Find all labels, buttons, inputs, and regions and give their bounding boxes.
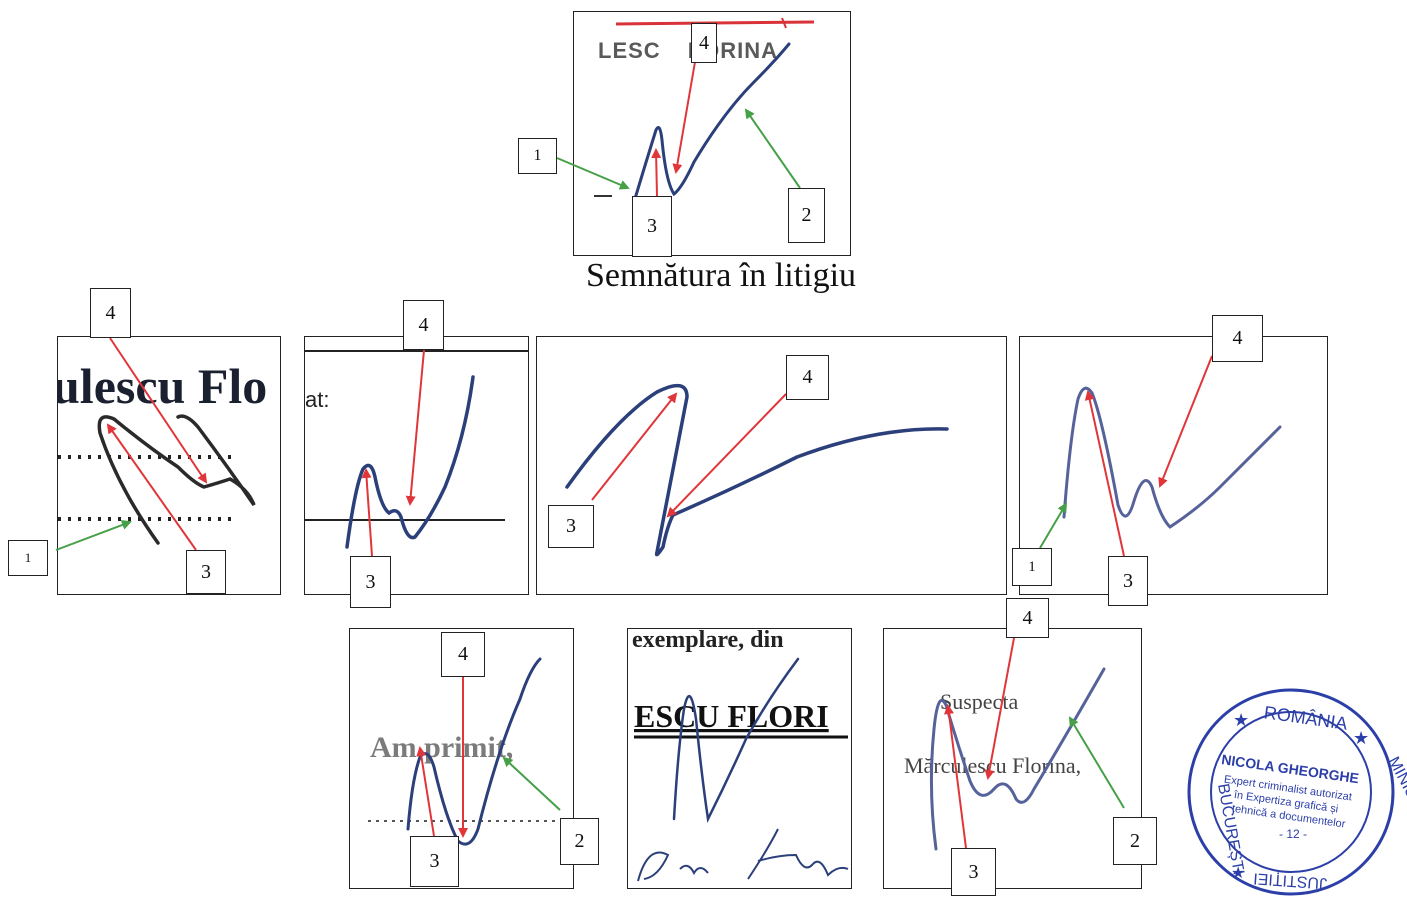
panel-b-text: at: bbox=[305, 387, 329, 412]
label-i-2: 2 bbox=[1113, 817, 1157, 865]
stamp-number: - 12 - bbox=[1279, 827, 1307, 841]
comparison-panel-d bbox=[1019, 336, 1328, 595]
label-disputed-3: 3 bbox=[632, 196, 672, 257]
label-g-2: 2 bbox=[560, 818, 599, 865]
label-i-4: 4 bbox=[1006, 598, 1049, 638]
panel-h-drawing: exemplare, din ESCU FLORI bbox=[628, 629, 852, 889]
label-disputed-2: 2 bbox=[788, 188, 825, 243]
comparison-panel-i: Suspecta Mărculescu Florina, bbox=[883, 628, 1142, 889]
stamp-top: ROMÂNIA bbox=[1263, 702, 1349, 733]
label-b-4: 4 bbox=[403, 300, 444, 350]
panel-b-drawing: at: bbox=[305, 337, 529, 595]
label-b-3: 3 bbox=[350, 556, 391, 608]
panel-i-drawing: Suspecta Mărculescu Florina, bbox=[884, 629, 1142, 889]
label-i-3: 3 bbox=[951, 848, 996, 896]
label-a-1: 1 bbox=[8, 540, 48, 576]
panel-a-drawing: ulescu Flo bbox=[58, 337, 281, 595]
disputed-caption: Semnătura în litigiu bbox=[566, 257, 876, 295]
label-g-4: 4 bbox=[441, 632, 485, 677]
label-disputed-1: 1 bbox=[518, 138, 557, 174]
comparison-panel-a: ulescu Flo bbox=[57, 336, 281, 595]
label-disputed-4: 4 bbox=[691, 23, 717, 63]
label-a-4: 4 bbox=[90, 288, 131, 338]
label-g-3: 3 bbox=[410, 836, 459, 887]
comparison-panel-b: at: bbox=[304, 336, 529, 595]
label-c-4: 4 bbox=[786, 355, 829, 400]
svg-text:★: ★ bbox=[1353, 728, 1369, 749]
panel-h-name-text: ESCU FLORI bbox=[634, 698, 829, 734]
stamp-graphic: ROMÂNIA ★ ★ ★ BUCUREȘTI MINISTERUL JUSTI… bbox=[1175, 682, 1407, 902]
label-d-4: 4 bbox=[1212, 315, 1263, 362]
label-a-3: 3 bbox=[186, 550, 226, 594]
label-d-1: 1 bbox=[1012, 548, 1052, 586]
stamp-right: MINISTERUL bbox=[1385, 754, 1407, 848]
comparison-panel-h: exemplare, din ESCU FLORI bbox=[627, 628, 852, 889]
comparison-panel-c bbox=[536, 336, 1007, 595]
official-stamp: ROMÂNIA ★ ★ ★ BUCUREȘTI MINISTERUL JUSTI… bbox=[1175, 682, 1407, 902]
panel-g-text: Am primit, bbox=[370, 731, 513, 764]
panel-d-drawing bbox=[1020, 337, 1328, 595]
panel-h-top-text: exemplare, din bbox=[632, 629, 784, 653]
disputed-header-text: LESC LORINA bbox=[598, 38, 778, 63]
label-d-3: 3 bbox=[1108, 556, 1148, 606]
label-c-3: 3 bbox=[548, 505, 594, 548]
panel-a-text: ulescu Flo bbox=[58, 358, 267, 414]
stamp-bottom: JUSTIȚIEI bbox=[1253, 869, 1328, 891]
panel-i-line1: Suspecta bbox=[940, 689, 1018, 714]
svg-text:★: ★ bbox=[1233, 710, 1249, 731]
panel-c-drawing bbox=[537, 337, 1007, 595]
